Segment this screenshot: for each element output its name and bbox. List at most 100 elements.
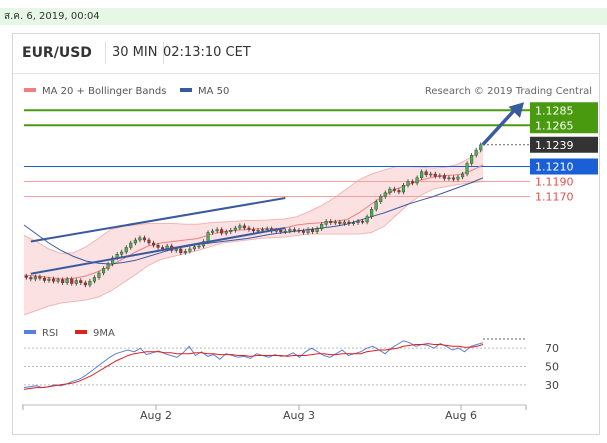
- x-axis-tick-label: Aug 3: [283, 409, 315, 422]
- candle-body: [156, 244, 160, 248]
- candle-body: [179, 248, 183, 253]
- candle-body: [206, 232, 210, 242]
- candle-body: [142, 237, 147, 241]
- candle-body: [392, 188, 396, 191]
- topbar-datetime: ส.ค. 6, 2019, 00:04: [4, 11, 100, 22]
- price-chart: MA 20 + Bollinger Bands MA 50 Research ©…: [22, 86, 598, 422]
- candle-body: [61, 279, 65, 283]
- candle-body: [365, 216, 369, 223]
- candle-body: [442, 175, 446, 179]
- topbar: ส.ค. 6, 2019, 00:04: [0, 8, 607, 25]
- x-axis-layer: Aug 2 Aug 3 Aug 6: [22, 405, 527, 422]
- candle-body: [97, 272, 101, 278]
- candle-body: [133, 239, 137, 244]
- candle-body: [420, 171, 424, 178]
- support-label: 1.1190: [535, 176, 574, 189]
- candle-body: [229, 229, 233, 232]
- candle-body: [324, 221, 328, 225]
- candle-body: [333, 221, 337, 224]
- candle-body: [251, 229, 256, 232]
- ma20-swatch: [24, 88, 36, 92]
- candle-body: [347, 221, 351, 224]
- candle-body: [220, 229, 224, 234]
- candle-body: [38, 276, 42, 279]
- candle-body: [111, 257, 115, 265]
- candle-body: [83, 282, 87, 286]
- candle-body: [315, 228, 319, 232]
- candle-body: [397, 190, 401, 193]
- candle-body: [292, 229, 296, 231]
- resistance-tag: [530, 117, 598, 134]
- ma50-line: [23, 177, 484, 265]
- x-axis-tick-label: Aug 6: [445, 409, 477, 422]
- candle-body: [433, 173, 437, 177]
- candle-body: [260, 229, 265, 231]
- candle-body: [224, 231, 228, 234]
- ma20-legend-label: MA 20 + Bollinger Bands: [42, 86, 166, 97]
- candle-body: [288, 229, 292, 232]
- candle-body: [388, 188, 392, 193]
- rsi-legend-label: RSI: [42, 328, 58, 339]
- candle-body: [415, 177, 419, 184]
- candle-body: [233, 227, 237, 231]
- candle-body: [192, 246, 197, 250]
- candle-body: [461, 173, 465, 178]
- candle-body: [160, 247, 165, 250]
- candle-body: [283, 230, 287, 233]
- candle-body: [279, 229, 283, 232]
- candle-body: [65, 278, 69, 283]
- candle-body: [474, 149, 478, 156]
- candle-body: [356, 221, 360, 224]
- candle-body: [147, 239, 151, 244]
- candle-body: [33, 276, 37, 280]
- rsi-level-label: 70: [545, 342, 559, 355]
- candle-body: [88, 281, 92, 286]
- candle-body: [52, 278, 56, 282]
- resistance-label: 1.1265: [535, 119, 574, 132]
- candle-body: [79, 280, 83, 283]
- candle-body: [42, 277, 47, 281]
- timeframe-selector[interactable]: 30 MIN: [105, 42, 165, 64]
- rsi-level-label: 30: [545, 379, 559, 392]
- pivot-label: 1.1210: [535, 161, 574, 174]
- credit-text: Research © 2019 Trading Central: [425, 86, 592, 97]
- candle-body: [374, 201, 378, 210]
- trend-channel-line: [30, 227, 286, 275]
- candle-body: [338, 221, 342, 224]
- candle-body: [424, 171, 428, 175]
- candle-body: [238, 225, 242, 229]
- trend-channel-line: [30, 197, 286, 243]
- candle-body: [370, 209, 374, 218]
- rsi-layer: 70 50 30: [23, 338, 559, 392]
- rsi-ma-swatch: [75, 330, 87, 334]
- candle-body: [215, 229, 219, 232]
- level-lines-layer: [24, 109, 530, 197]
- candle-body: [101, 268, 106, 274]
- rsi-ma-legend-label: 9MA: [93, 328, 115, 339]
- candle-body: [465, 163, 469, 175]
- candle-body: [406, 181, 410, 186]
- last-price-tag: [530, 136, 598, 153]
- forecast-arrow-head: [508, 102, 524, 118]
- pivot-tag: [530, 158, 598, 175]
- rsi-ma-line: [23, 343, 484, 390]
- candle-body: [120, 251, 124, 255]
- last-price-label: 1.1239: [535, 139, 574, 152]
- forecast-arrow-shaft: [481, 105, 520, 146]
- candle-body: [301, 230, 306, 233]
- candle-body: [470, 154, 474, 164]
- candle-body: [151, 242, 156, 246]
- candle-body: [188, 248, 192, 252]
- ma50-swatch: [180, 88, 192, 92]
- trend-channel-layer: [30, 102, 524, 275]
- header-divider: [13, 73, 599, 74]
- candle-body: [29, 277, 33, 280]
- resistance-label: 1.1285: [535, 104, 574, 117]
- candle-body: [479, 144, 483, 151]
- candle-body: [183, 251, 187, 254]
- candle-body: [247, 227, 251, 230]
- support-label: 1.1170: [535, 191, 574, 204]
- candle-body: [306, 229, 310, 233]
- chart-time: 02:13:10 CET: [163, 45, 251, 60]
- candle-body: [311, 229, 315, 232]
